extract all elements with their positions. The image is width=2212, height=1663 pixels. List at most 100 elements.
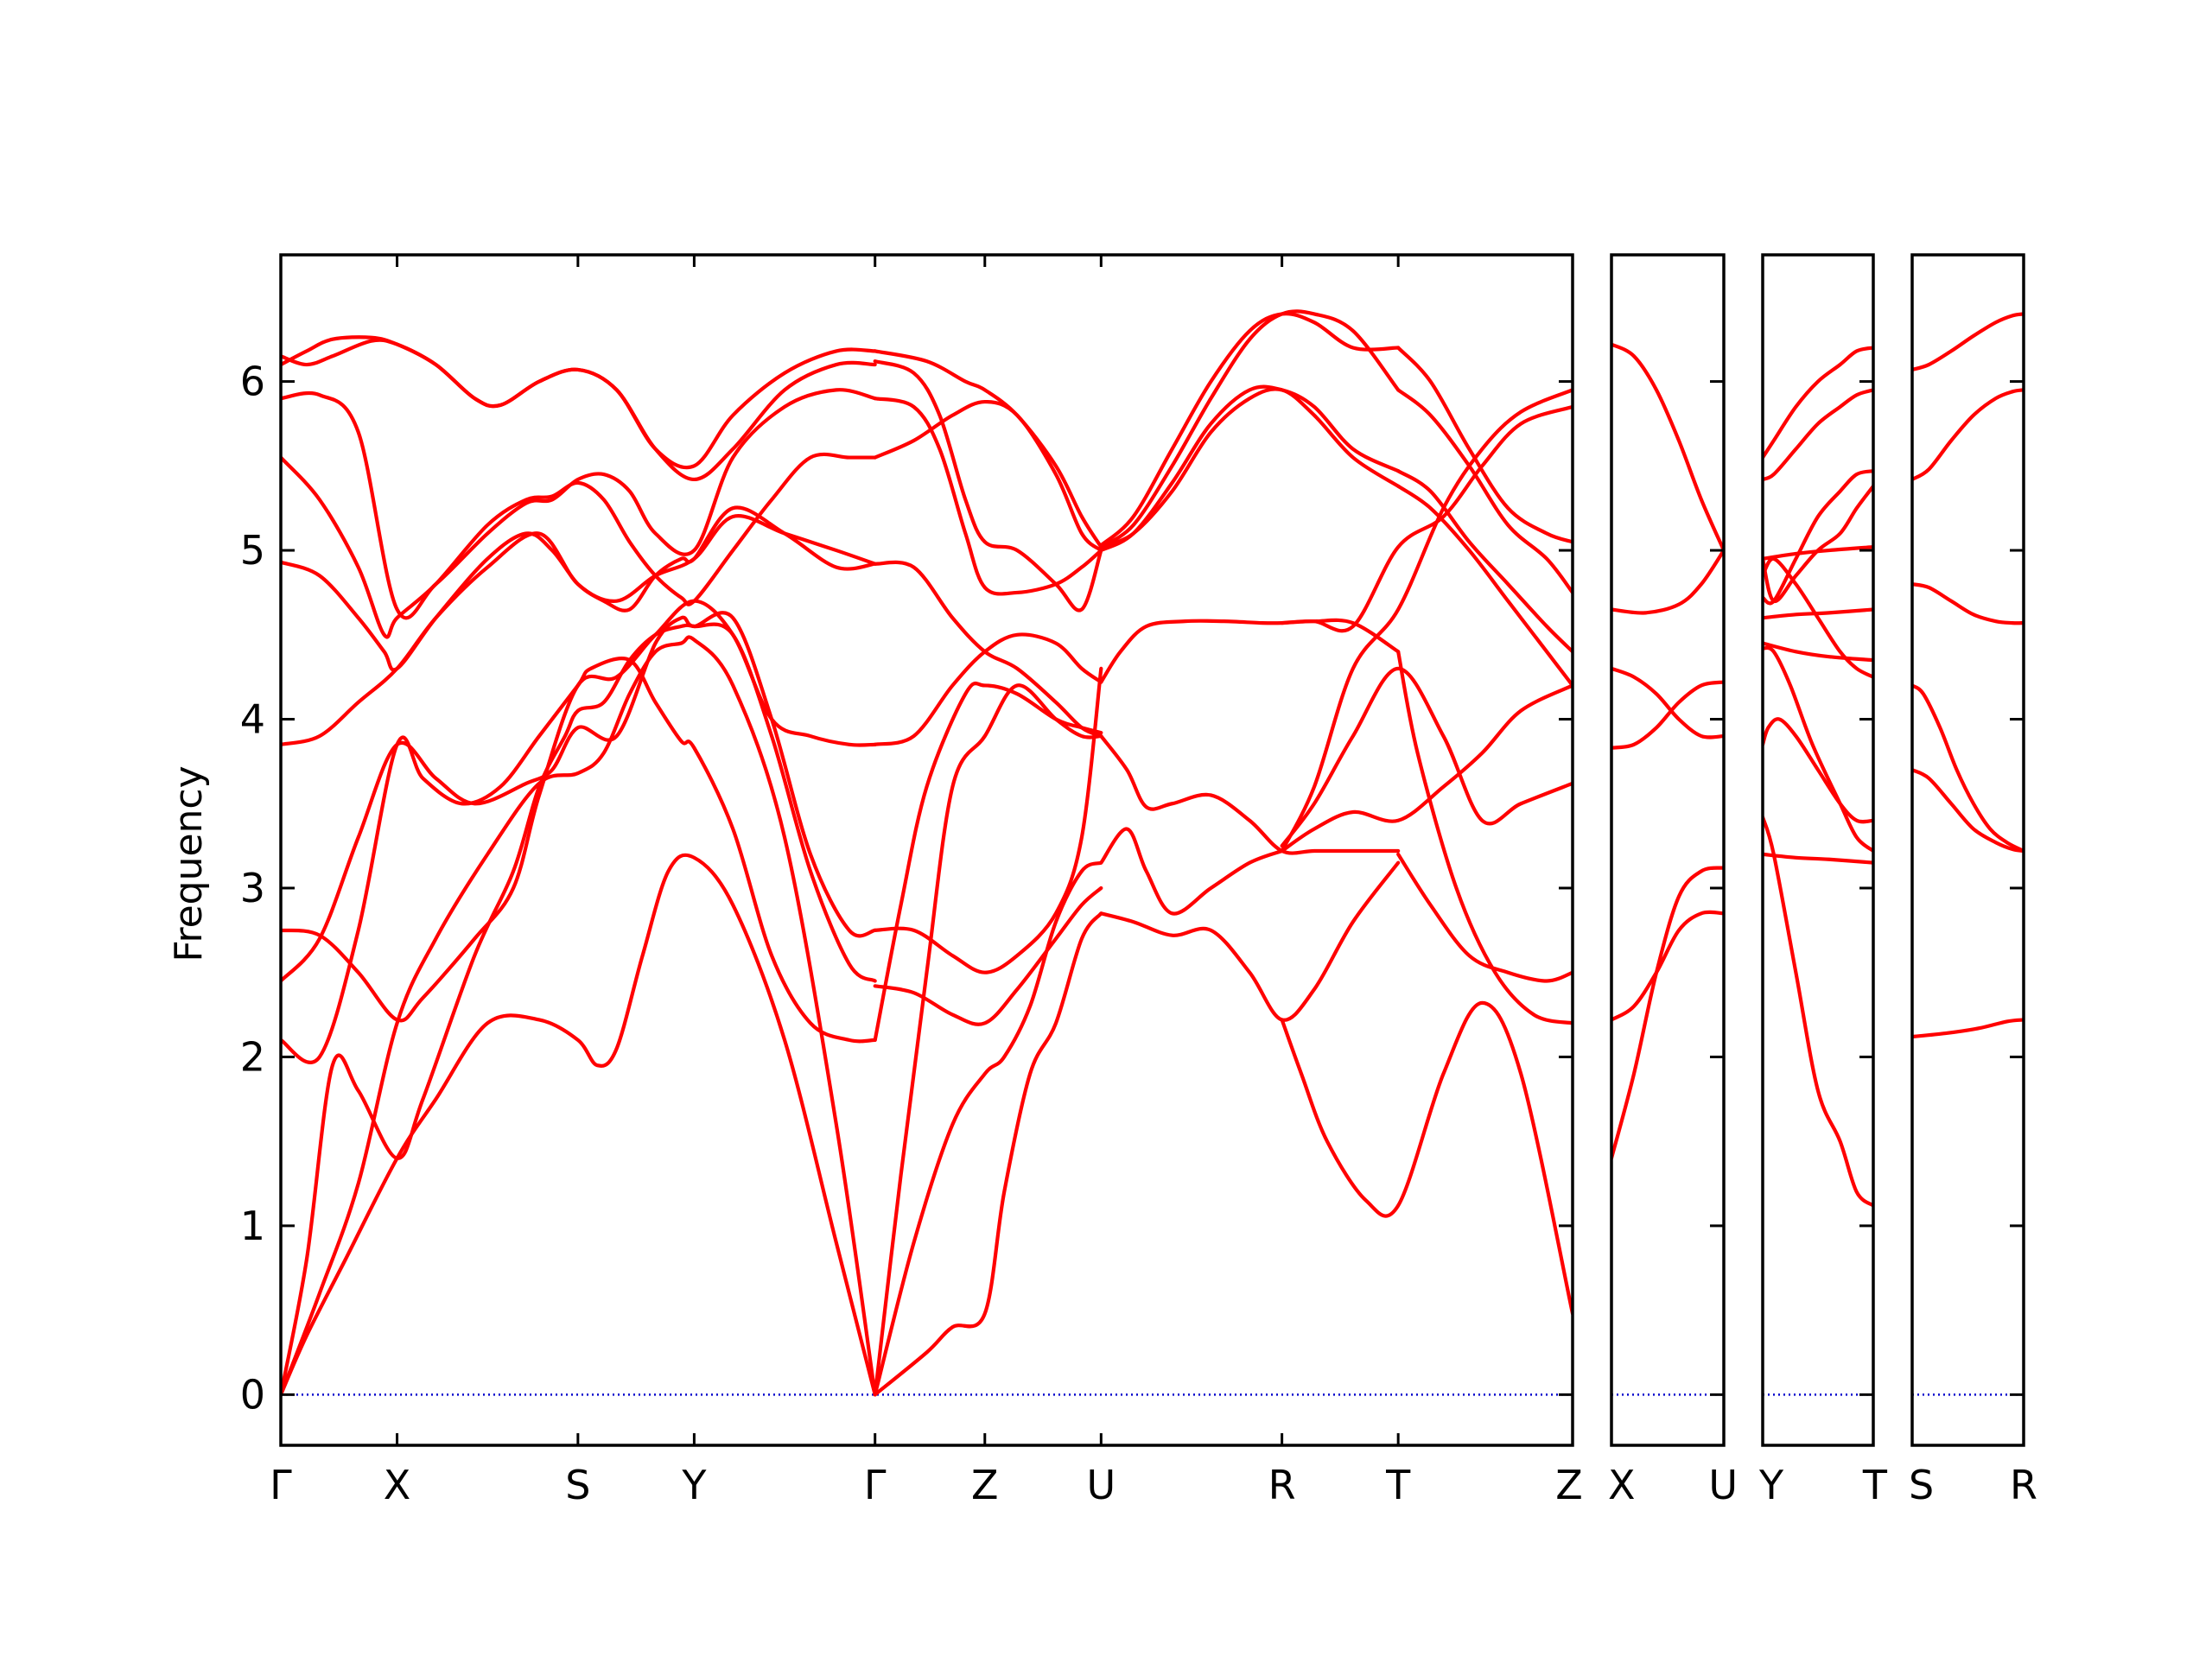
panel-3-band-4 xyxy=(1763,645,1873,854)
panel-3-x-label-Y: Y xyxy=(1758,1462,1784,1508)
panel-4-band-5 xyxy=(1912,388,2024,482)
panel-2-band-1 xyxy=(1611,866,1724,1160)
panel-1-band-33 xyxy=(1280,388,1573,854)
panel-1-band-25 xyxy=(1099,860,1401,1022)
y-tick-label-4: 4 xyxy=(240,696,265,743)
panel-2-band-4 xyxy=(1611,666,1724,739)
bands-layer xyxy=(281,309,2024,1397)
panel-3-band-5 xyxy=(1763,641,1873,663)
panel-4-bands xyxy=(1912,312,2024,1396)
panel-3-band-12 xyxy=(1763,346,1873,460)
panel-2-band-2 xyxy=(1611,910,1724,1022)
panel-1-band-15 xyxy=(873,683,1103,1397)
panel-3-band-3 xyxy=(1763,717,1873,824)
panel-1-band-6 xyxy=(281,599,877,1023)
panel-2-band-5 xyxy=(1611,548,1724,615)
panel-1-band-36 xyxy=(1280,683,1573,854)
panel-3-band-11 xyxy=(1763,388,1873,482)
panel-1-x-label-R: R xyxy=(1268,1462,1296,1508)
panel-1-band-29 xyxy=(1099,384,1401,553)
panel-4-band-2 xyxy=(1912,768,2024,854)
y-tick-label-1: 1 xyxy=(240,1203,265,1249)
y-tick-label-3: 3 xyxy=(240,865,265,911)
panel-1-band-17 xyxy=(873,885,1103,1026)
panel-2-bands xyxy=(1611,342,1724,1396)
panel-1-band-12 xyxy=(281,335,877,470)
panel-4-band-4 xyxy=(1912,582,2024,625)
panel-1-band-2 xyxy=(281,635,877,1397)
frames-layer xyxy=(279,253,2025,1447)
panel-1-band-10 xyxy=(281,388,877,620)
panel-1-band-40 xyxy=(1396,469,1573,654)
panel-2-band-3 xyxy=(1611,680,1724,750)
panel-1-band-4 xyxy=(281,657,877,1064)
panel-1-band-1 xyxy=(281,853,877,1397)
panel-1-band-16 xyxy=(873,681,1103,1042)
panel-1-band-20 xyxy=(873,560,1103,739)
panel-1-band-14 xyxy=(873,860,1103,1397)
y-tick-label-6: 6 xyxy=(240,359,265,405)
panel-1-bands xyxy=(281,309,1573,1397)
panel-1-band-32 xyxy=(1099,309,1401,549)
panel-2-band-6 xyxy=(1611,342,1724,553)
panel-3-band-6 xyxy=(1763,607,1873,620)
panel-4-band-1 xyxy=(1912,1018,2024,1039)
panel-1-band-37 xyxy=(1280,404,1573,633)
panel-1-band-23 xyxy=(873,359,1103,613)
panel-1-band-22 xyxy=(873,397,1103,596)
panel-4-frame xyxy=(1910,253,2025,1447)
panel-1-band-9 xyxy=(281,452,877,639)
panel-1-x-label-Z: Z xyxy=(1555,1462,1583,1508)
panel-1-x-label-Γ: Γ xyxy=(270,1462,292,1508)
panel-1-band-24 xyxy=(873,349,1103,549)
panel-1-band-5 xyxy=(281,611,877,983)
panel-1-frame xyxy=(279,253,1574,1447)
panel-1-band-39 xyxy=(1396,650,1573,1025)
panel-1-band-26 xyxy=(1099,827,1284,916)
panel-1-band-35 xyxy=(1280,1000,1573,1316)
panel-1-band-41 xyxy=(1396,484,1573,688)
y-axis-title: Frequency xyxy=(167,765,211,962)
panel-3-band-10 xyxy=(1763,469,1873,606)
panel-1-x-label-Z: Z xyxy=(971,1462,999,1508)
panel-3-frame xyxy=(1761,253,1875,1447)
panel-1-band-8 xyxy=(281,505,877,672)
panel-1-band-19 xyxy=(873,632,1103,746)
panel-1-band-28 xyxy=(1099,618,1401,684)
y-tick-label-5: 5 xyxy=(240,527,265,574)
panel-1-band-11 xyxy=(281,338,877,482)
panel-1-band-21 xyxy=(873,399,1103,553)
panel-1-band-42 xyxy=(1396,388,1573,595)
panel-1-x-label-X: X xyxy=(384,1462,411,1508)
panel-2-x-label-U: U xyxy=(1708,1462,1738,1508)
panel-4-band-3 xyxy=(1912,683,2024,854)
panel-1-band-13 xyxy=(873,911,1103,1397)
panel-3-band-9 xyxy=(1763,545,1873,561)
panel-1-band-43 xyxy=(1396,346,1573,544)
panel-2-x-label-X: X xyxy=(1608,1462,1636,1508)
panel-1-band-27 xyxy=(1099,733,1401,855)
panel-3-band-8 xyxy=(1763,484,1873,603)
y-tick-label-2: 2 xyxy=(240,1033,265,1080)
panel-1-x-label-Y: Y xyxy=(681,1462,707,1508)
panel-1-band-34 xyxy=(1280,666,1573,848)
panel-1-x-label-T: T xyxy=(1385,1462,1411,1508)
panel-2-frame xyxy=(1610,253,1726,1447)
panel-3-band-2 xyxy=(1763,852,1873,865)
y-tick-label-0: 0 xyxy=(240,1371,265,1418)
panel-1-x-label-S: S xyxy=(565,1462,590,1508)
panel-1-x-label-U: U xyxy=(1086,1462,1116,1508)
panel-4-x-label-R: R xyxy=(2010,1462,2037,1508)
panel-1-band-38 xyxy=(1396,852,1573,983)
panel-3-band-1 xyxy=(1763,815,1873,1208)
panel-1-x-label-Γ: Γ xyxy=(864,1462,887,1508)
panel-1-band-18 xyxy=(873,666,1103,974)
panel-1-band-3 xyxy=(281,622,877,1397)
panel-3-bands xyxy=(1763,346,1873,1396)
panel-3-x-label-T: T xyxy=(1862,1462,1888,1508)
panel-1-band-30 xyxy=(1099,387,1401,549)
panel-4-band-6 xyxy=(1912,312,2024,372)
